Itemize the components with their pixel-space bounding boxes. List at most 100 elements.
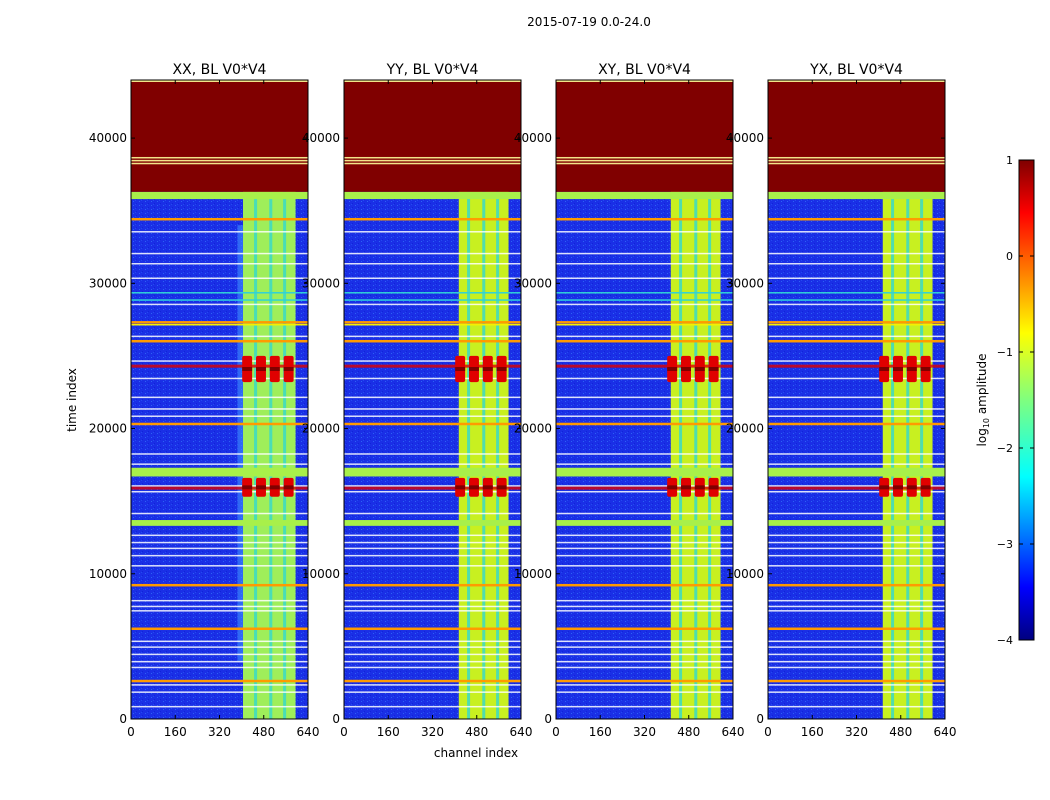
flag-band-2 [768,520,945,526]
stripe-36 [556,660,733,663]
stripe-28 [556,583,733,587]
stripe-24 [344,541,521,544]
stripe-25 [131,547,308,550]
stripe-19 [131,463,308,465]
stripe-31 [556,610,733,612]
stripe-34 [131,646,308,648]
panel-title: YX, BL V0*V4 [809,62,903,78]
y-tick-label-2: 20000 [302,422,340,436]
x-tick-label-1: 160 [164,725,187,739]
colorbar-tick-label-3: −2 [997,442,1013,455]
y-tick-label-1: 10000 [302,567,340,581]
stripe-1 [131,231,308,233]
stripe-28 [131,583,308,587]
stripe-27 [344,565,521,567]
y-axis-label: time index [65,368,79,432]
stripe-17 [131,422,308,426]
hot-core-0-0 [667,367,678,372]
stripe-7 [556,303,733,306]
y-tick-label-4: 40000 [726,131,764,145]
x-tick-label-1: 160 [801,725,824,739]
hot-core-0-1 [256,367,266,372]
stripe-1 [768,231,945,233]
hot-row-0 [556,364,733,368]
x-tick-label-0: 0 [127,725,135,739]
flag-band-2 [556,520,733,526]
stripe-33 [131,640,308,643]
y-tick-label-1: 10000 [89,567,127,581]
hot-core-0-3 [283,367,294,372]
heatmap-panel-3: YX, BL V0*V4 0 160 320 480 640 0 10000 20000 3000… [726,62,957,739]
stripe-39 [768,684,945,686]
saturated-line-0 [344,162,521,165]
stripe-1 [344,231,521,233]
stripe-32 [768,627,945,631]
saturated-line-0 [131,162,308,165]
channel-gap-1 [906,80,910,719]
stripe-15 [556,408,733,410]
hot-core-0-1 [893,367,903,372]
flag-band-1 [768,467,945,477]
channel-gap-2 [496,80,500,719]
stripe-13 [131,377,308,380]
stripe-8 [556,321,733,324]
hot-core-0-0 [242,367,253,372]
saturated-line-0 [768,162,945,165]
stripe-3 [556,262,733,265]
y-tick-label-4: 40000 [302,131,340,145]
x-tick-label-2: 320 [421,725,444,739]
hot-core-1-2 [694,485,705,490]
colorbar-ticks: 1 0 −1 −2 −3 −4 [997,154,1034,647]
colorbar-tick-label-1: 0 [1006,250,1013,263]
stripe-11 [768,339,945,343]
stripe-35 [131,653,308,656]
hot-core-1-1 [681,485,691,490]
x-tick-label-1: 160 [589,725,612,739]
stripe-31 [131,610,308,612]
hot-core-1-3 [920,485,931,490]
hot-core-0-0 [879,367,890,372]
stripe-4 [768,277,945,280]
stripe-13 [768,377,945,380]
x-tick-label-2: 320 [845,725,868,739]
stripe-41 [768,705,945,708]
stripe-17 [344,422,521,426]
stripe-26 [768,554,945,557]
stripe-18 [768,453,945,455]
stripe-31 [768,610,945,612]
stripe-30 [344,605,521,608]
stripe-36 [131,660,308,663]
stripe-16 [556,415,733,417]
stripe-39 [556,684,733,686]
stripe-5 [556,292,733,294]
stripe-23 [556,534,733,537]
saturated-line-2 [344,156,521,159]
hot-core-0-3 [920,367,931,372]
saturated-line-2 [556,156,733,159]
y-tick-label-0: 0 [756,712,764,726]
x-tick-label-4: 640 [297,725,320,739]
stripe-18 [556,453,733,455]
hot-core-1-1 [469,485,479,490]
stripe-9 [344,323,521,326]
saturated-line-2 [768,156,945,159]
stripe-35 [556,653,733,656]
hot-core-0-2 [694,367,705,372]
stripe-31 [344,610,521,612]
stripe-17 [768,422,945,426]
stripe-33 [768,640,945,643]
stripe-32 [344,627,521,631]
stripe-3 [768,262,945,265]
colorbar-gradient [1018,159,1035,641]
y-tick-label-3: 30000 [726,276,764,290]
stripe-22 [131,512,308,515]
flag-band-1 [131,467,308,477]
stripe-32 [556,627,733,631]
stripe-11 [344,339,521,343]
stripe-15 [768,408,945,410]
stripe-20 [344,485,521,487]
stripe-41 [131,705,308,708]
stripe-20 [768,485,945,487]
stripe-20 [131,485,308,487]
stripe-39 [344,684,521,686]
